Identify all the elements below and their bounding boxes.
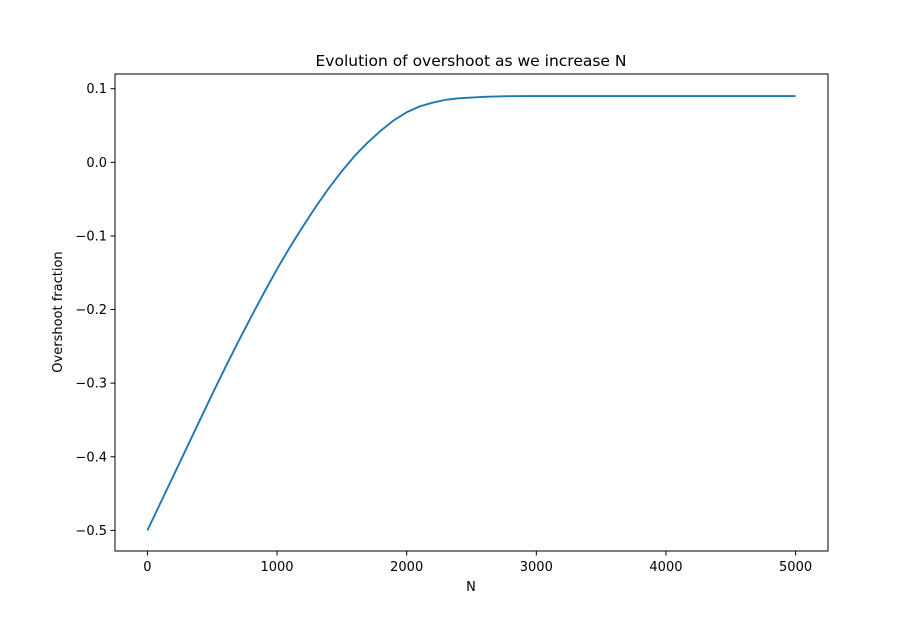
- y-tick-label: −0.4: [75, 450, 107, 465]
- x-axis-label: N: [466, 580, 476, 595]
- y-tick-label: −0.1: [75, 229, 107, 244]
- y-tick-label: −0.2: [75, 303, 107, 318]
- plot-area: 0 1000 2000 3000 4000 5000 0.1 0.0 −0.1 −0.2 −0.3 −…: [75, 73, 829, 575]
- x-tick-label: 2000: [390, 560, 423, 575]
- y-tick-label: 0.1: [86, 82, 107, 97]
- axes-frame: [114, 73, 829, 552]
- x-tick-label: 5000: [779, 560, 812, 575]
- x-tick-label: 1000: [260, 560, 293, 575]
- x-tick-label: 0: [143, 560, 151, 575]
- y-axis-label: Overshoot fraction: [51, 251, 66, 372]
- chart-title: Evolution of overshoot as we increase N: [316, 52, 627, 70]
- y-tick-label: −0.3: [75, 377, 107, 392]
- x-tick-label: 3000: [520, 560, 553, 575]
- y-tick-label: −0.5: [75, 524, 107, 539]
- y-tick-label: 0.0: [86, 156, 107, 171]
- x-tick-label: 4000: [649, 560, 682, 575]
- series-line-0: [146, 95, 796, 531]
